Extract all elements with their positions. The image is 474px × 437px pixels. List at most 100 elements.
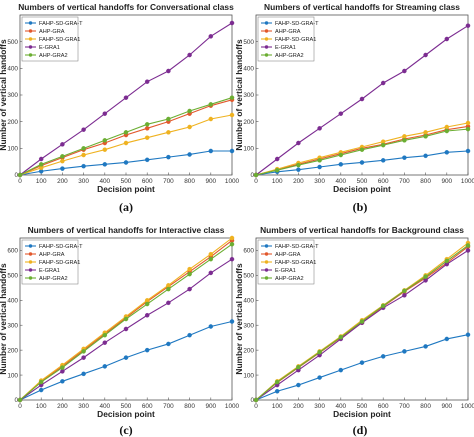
- data-point-fahp-sd-gra-t: [338, 367, 344, 373]
- data-point-ahp-gra2: [444, 128, 450, 134]
- x-tick-label: 0: [254, 403, 258, 410]
- data-point-ahp-gra2: [123, 130, 129, 135]
- y-tick-label: 400: [7, 66, 18, 73]
- legend-entry: AHP-GRA2: [39, 276, 68, 282]
- data-point-fahp-sd-gra-t: [296, 167, 301, 172]
- data-point-ahp-gra2: [229, 241, 235, 247]
- y-tick-label: 100: [243, 372, 254, 379]
- y-tick-label: 0: [14, 172, 18, 179]
- legend-marker: [28, 260, 33, 264]
- y-axis-label: Number of vertical handoffs: [0, 39, 8, 151]
- x-tick-label: 700: [399, 178, 410, 185]
- data-point-e-gra1: [465, 23, 471, 28]
- data-point-e-gra1: [465, 248, 471, 253]
- legend-entry: AHP-GRA: [275, 252, 301, 258]
- x-tick-label: 700: [399, 403, 410, 410]
- x-tick-label: 800: [184, 178, 195, 185]
- data-point-e-gra1: [123, 326, 129, 332]
- chart-title: Numbers of vertical handoffs for Streami…: [264, 2, 460, 12]
- data-point-ahp-gra2: [38, 162, 44, 167]
- x-tick-label: 400: [99, 178, 110, 185]
- y-tick-label: 200: [243, 347, 254, 354]
- data-point-fahp-sd-gra1: [444, 124, 450, 130]
- x-tick-label: 500: [357, 178, 368, 185]
- legend-entry: FAHP-SD-GRA1: [275, 260, 316, 266]
- legend-entry: FAHP-SD-GRA-T: [39, 21, 83, 27]
- y-tick-label: 400: [243, 298, 254, 305]
- legend-marker: [264, 53, 269, 57]
- y-axis-label: Number of vertical handoffs: [234, 39, 244, 151]
- data-point-ahp-gra2: [402, 138, 407, 143]
- legend-entry: FAHP-SD-GRA1: [39, 37, 80, 43]
- data-point-fahp-sd-gra1: [208, 251, 214, 257]
- x-tick-label: 100: [272, 178, 283, 185]
- data-point-ahp-gra2: [296, 162, 301, 168]
- panel-label-d: (d): [353, 423, 368, 437]
- x-tick-label: 600: [142, 403, 153, 410]
- data-point-fahp-sd-gra-t: [38, 387, 44, 393]
- data-point-fahp-sd-gra-t: [123, 355, 129, 360]
- data-point-fahp-sd-gra1: [187, 266, 192, 272]
- legend-marker: [28, 29, 33, 33]
- data-point-fahp-sd-gra-t: [359, 360, 365, 365]
- data-point-fahp-sd-gra-t: [380, 158, 386, 163]
- data-point-fahp-sd-gra-t: [60, 379, 65, 384]
- legend: FAHP-SD-GRA-T AHP-GRA FAHP-SD-GRA1 E-GRA1 AH…: [21, 16, 83, 62]
- chart-panel-2: Numbers of vertical handoffs for Streami…: [234, 2, 474, 194]
- panel-label-c: (c): [119, 423, 132, 437]
- data-point-fahp-sd-gra-t: [444, 336, 450, 342]
- data-point-fahp-sd-gra1: [465, 120, 471, 126]
- data-point-ahp-gra2: [338, 334, 344, 340]
- data-point-e-gra1: [102, 111, 108, 116]
- data-point-e-gra1: [423, 52, 428, 58]
- data-point-e-gra1: [229, 256, 235, 262]
- y-tick-label: 500: [243, 273, 254, 280]
- data-point-fahp-sd-gra1: [166, 283, 171, 288]
- legend-entry: E-GRA1: [39, 268, 60, 274]
- chart-panel-3: Numbers of vertical handoffs for Interac…: [0, 225, 240, 419]
- legend-marker: [264, 45, 269, 49]
- data-point-e-gra1: [338, 111, 344, 116]
- legend-entry: FAHP-SD-GRA-T: [275, 244, 319, 250]
- data-point-fahp-sd-gra-t: [359, 160, 365, 165]
- data-point-ahp-gra2: [380, 142, 386, 148]
- data-point-e-gra1: [208, 34, 214, 39]
- data-point-fahp-sd-gra-t: [81, 371, 86, 377]
- x-tick-label: 600: [142, 178, 153, 185]
- data-point-e-gra1: [123, 95, 129, 100]
- x-tick-label: 1000: [461, 178, 474, 185]
- data-point-fahp-sd-gra-t: [166, 341, 171, 347]
- data-point-e-gra1: [38, 156, 44, 162]
- data-point-ahp-gra2: [102, 332, 108, 338]
- x-tick-label: 800: [420, 403, 431, 410]
- data-point-e-gra1: [229, 20, 235, 26]
- data-point-ahp-gra2: [102, 138, 108, 143]
- chart-panel-1: Numbers of vertical handoffs for Convers…: [0, 2, 240, 194]
- data-point-fahp-sd-gra-t: [423, 153, 428, 159]
- y-tick-label: 0: [250, 172, 254, 179]
- x-tick-label: 1000: [225, 178, 240, 185]
- data-point-fahp-sd-gra-t: [465, 332, 471, 337]
- x-tick-label: 900: [205, 178, 216, 185]
- x-tick-label: 100: [36, 178, 47, 185]
- legend-marker: [264, 260, 269, 264]
- data-point-ahp-gra2: [423, 134, 428, 139]
- x-tick-label: 300: [78, 178, 89, 185]
- data-point-fahp-sd-gra-t: [102, 162, 108, 167]
- panel-label-b: (b): [353, 200, 368, 214]
- data-point-fahp-sd-gra-t: [423, 344, 428, 349]
- x-tick-label: 300: [314, 403, 325, 410]
- data-point-fahp-sd-gra-t: [380, 354, 386, 359]
- legend-marker: [28, 268, 33, 272]
- y-tick-label: 300: [243, 322, 254, 329]
- y-tick-label: 600: [7, 248, 18, 255]
- data-point-fahp-sd-gra1: [166, 130, 171, 135]
- x-tick-label: 600: [378, 178, 389, 185]
- data-point-fahp-sd-gra1: [144, 298, 150, 303]
- data-point-e-gra1: [380, 80, 386, 86]
- legend-entry: AHP-GRA: [275, 29, 301, 35]
- legend-marker: [264, 252, 269, 256]
- chart-title: Numbers of vertical handoffs for Backgro…: [260, 225, 464, 235]
- y-tick-label: 300: [7, 322, 18, 329]
- x-axis-label: Decision point: [333, 409, 391, 419]
